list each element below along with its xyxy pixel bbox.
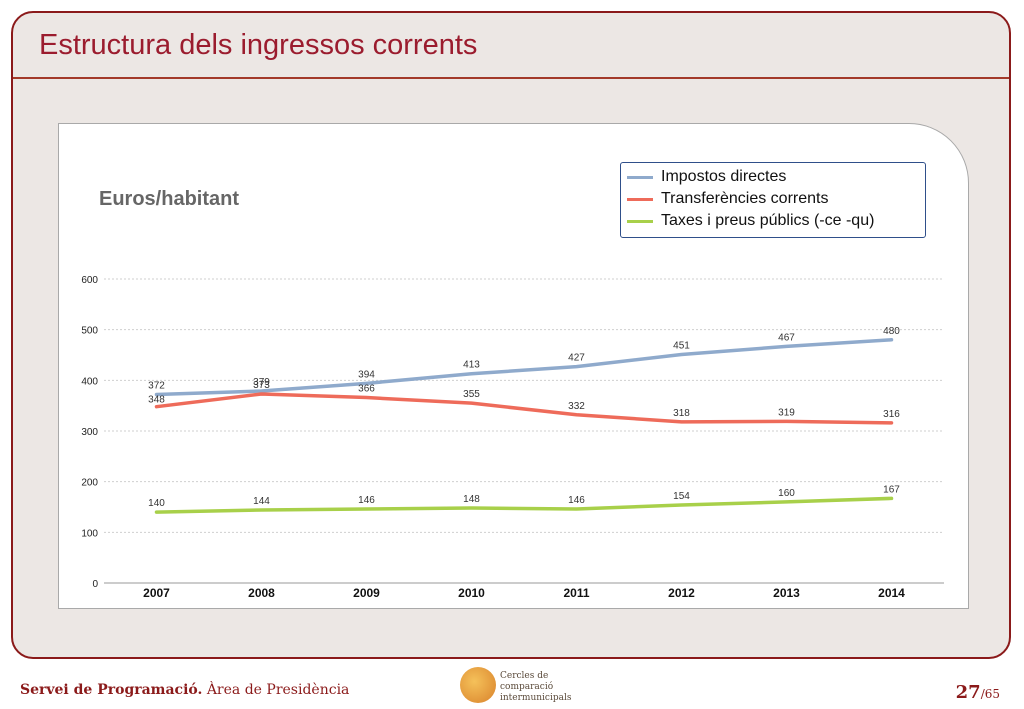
data-label-taxes-2012: 154 <box>673 491 690 502</box>
legend-swatch-transferencies <box>627 197 653 201</box>
y-tick-label-300: 300 <box>81 427 98 438</box>
title-bar: Estructura dels ingressos corrents <box>13 13 1009 79</box>
x-tick-label-2009: 2009 <box>353 586 380 600</box>
legend-label-taxes: Taxes i preus públics (-ce -qu) <box>661 212 875 229</box>
data-label-impostos-2008: 379 <box>253 377 270 388</box>
legend-item-transferencies: Transferències corrents <box>627 189 828 209</box>
y-tick-label-0: 0 <box>92 579 98 590</box>
data-label-taxes-2009: 146 <box>358 495 375 506</box>
series-line-transferencies <box>154 392 894 425</box>
y-tick-label-500: 500 <box>81 326 98 337</box>
data-label-taxes-2007: 140 <box>148 498 165 509</box>
data-label-impostos-2012: 451 <box>673 340 690 351</box>
data-label-transferencies-2010: 355 <box>463 389 480 400</box>
page-total: /65 <box>980 687 1000 701</box>
data-label-transferencies-2013: 319 <box>778 407 795 418</box>
legend-label-transferencies: Transferències corrents <box>661 190 829 207</box>
data-label-taxes-2008: 144 <box>253 496 270 507</box>
data-label-transferencies-2007: 348 <box>148 395 165 406</box>
chart-legend: Impostos directes Transferències corrent… <box>620 162 926 238</box>
y-tick-label-200: 200 <box>81 478 98 489</box>
x-tick-label-2011: 2011 <box>563 586 589 600</box>
data-label-transferencies-2012: 318 <box>673 408 690 419</box>
y-tick-label-400: 400 <box>81 376 98 387</box>
series-line-impostos <box>154 338 894 397</box>
page-number: 27 <box>955 682 981 703</box>
page-title: Estructura dels ingressos corrents <box>39 29 478 61</box>
line-chart: 0 100 200 300 400 500 600 2007 2008 2009 2010 2011 2… <box>81 275 944 600</box>
x-tick-label-2013: 2013 <box>773 586 800 600</box>
data-label-transferencies-2011: 332 <box>568 401 585 412</box>
x-tick-label-2007: 2007 <box>143 586 170 600</box>
data-label-transferencies-2009: 366 <box>358 384 375 395</box>
y-tick-label-600: 600 <box>81 275 98 286</box>
legend-swatch-impostos <box>627 175 653 179</box>
data-label-transferencies-2008: 373 <box>253 380 270 391</box>
legend-label-impostos: Impostos directes <box>661 168 787 185</box>
series-line-taxes <box>154 496 894 514</box>
data-label-taxes-2010: 148 <box>463 494 480 505</box>
x-tick-label-2010: 2010 <box>458 586 485 600</box>
data-label-transferencies-2014: 316 <box>883 409 900 420</box>
x-tick-label-2012: 2012 <box>668 586 695 600</box>
footer-department: Servei de Programació. Àrea de Presidènc… <box>20 682 349 698</box>
logo-icon <box>460 667 496 703</box>
chart-panel: 0 100 200 300 400 500 600 2007 2008 2009 2010 2011 2… <box>58 123 969 609</box>
data-label-taxes-2011: 146 <box>568 495 585 506</box>
data-label-impostos-2009: 394 <box>358 369 375 380</box>
logo: Cercles de comparació intermunicipals <box>460 667 600 705</box>
legend-item-taxes: Taxes i preus públics (-ce -qu) <box>627 211 874 231</box>
footer-department-bold: Servei de Programació. <box>20 682 203 698</box>
data-label-impostos-2007: 372 <box>148 381 165 392</box>
data-label-impostos-2014: 480 <box>883 326 900 337</box>
legend-item-impostos: Impostos directes <box>627 167 786 187</box>
data-label-impostos-2013: 467 <box>778 332 795 343</box>
page-counter: 27/65 <box>956 682 1000 703</box>
data-label-taxes-2013: 160 <box>778 488 795 499</box>
data-label-impostos-2011: 427 <box>568 353 585 364</box>
footer-department-rest: Àrea de Presidència <box>202 682 350 698</box>
data-label-taxes-2014: 167 <box>883 484 900 495</box>
legend-swatch-taxes <box>627 219 653 223</box>
y-tick-label-100: 100 <box>81 528 98 539</box>
data-label-impostos-2010: 413 <box>463 360 480 371</box>
x-tick-label-2008: 2008 <box>248 586 275 600</box>
units-label: Euros/habitant <box>99 188 240 210</box>
x-tick-label-2014: 2014 <box>878 586 905 600</box>
logo-text: Cercles de comparació intermunicipals <box>500 671 572 703</box>
